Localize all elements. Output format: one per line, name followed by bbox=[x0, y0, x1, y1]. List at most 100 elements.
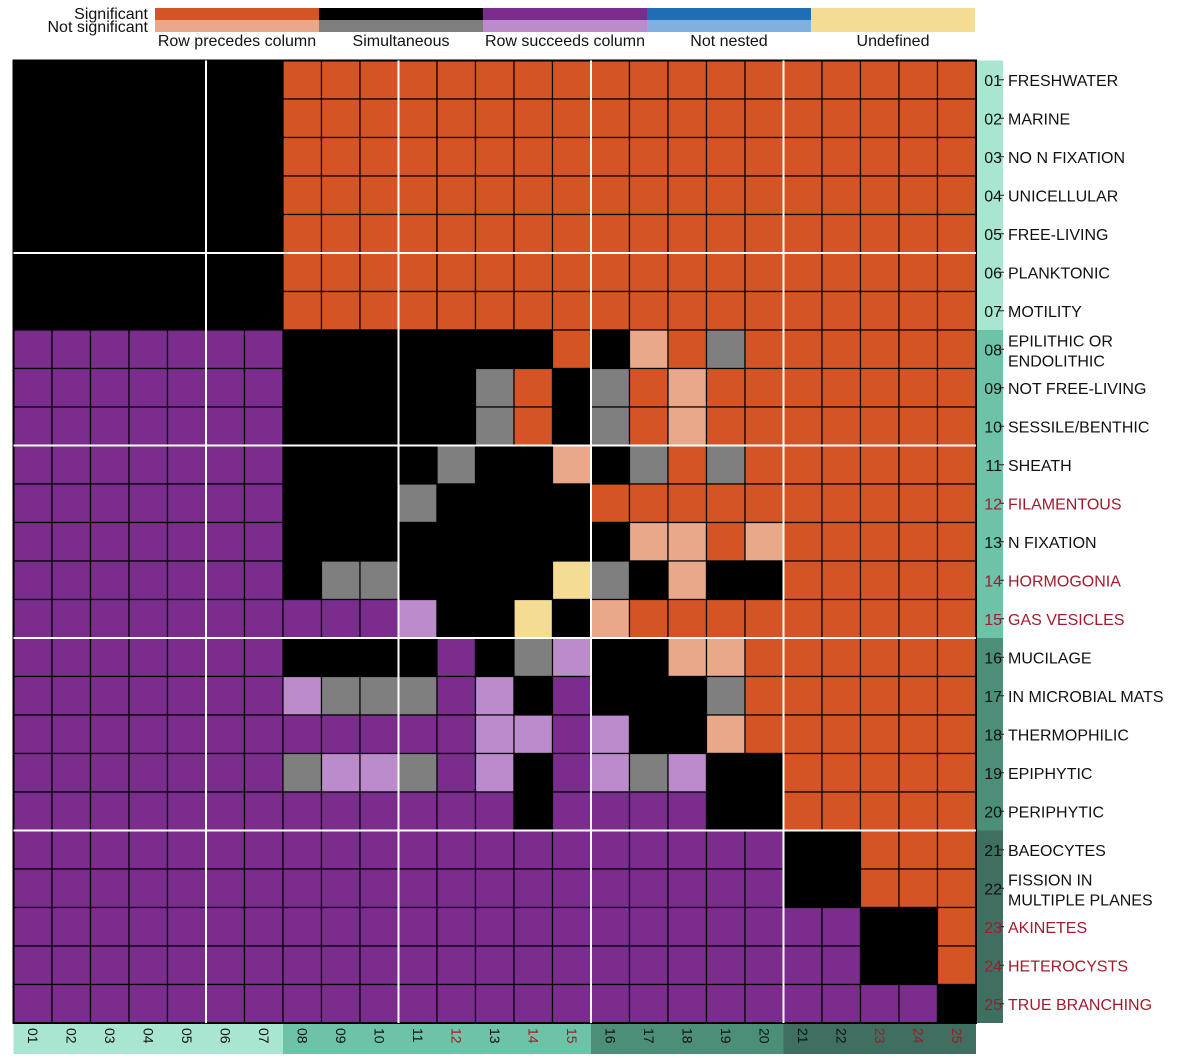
cell-r16-c13-simultaneous-significant bbox=[474, 637, 515, 678]
cell-r24-c25-row-precedes-column-significant bbox=[936, 945, 977, 986]
row-label-in-microbial-mats: IN MICROBIAL MATS bbox=[1008, 689, 1164, 706]
cell-r16-c07-row-succeeds-column-significant bbox=[243, 637, 284, 678]
cell-r23-c08-row-succeeds-column-significant bbox=[282, 906, 323, 947]
column-number-01: 01 bbox=[25, 1028, 41, 1044]
cell-r16-c14-simultaneous-not-significant bbox=[513, 637, 554, 678]
cell-r13-c13-simultaneous-significant bbox=[474, 521, 515, 562]
cell-r13-c23-row-precedes-column-significant bbox=[859, 521, 900, 562]
cell-r01-c02-simultaneous-significant bbox=[51, 59, 92, 100]
cell-r13-c24-row-precedes-column-significant bbox=[898, 521, 939, 562]
cell-r20-c23-row-precedes-column-significant bbox=[859, 791, 900, 832]
cell-r10-c05-row-succeeds-column-significant bbox=[166, 406, 207, 447]
cell-r18-c11-row-succeeds-column-significant bbox=[397, 714, 438, 755]
cell-r02-c12-row-precedes-column-significant bbox=[436, 98, 477, 139]
cell-r17-c22-row-precedes-column-significant bbox=[821, 675, 862, 716]
column-number-15: 15 bbox=[564, 1028, 580, 1044]
cell-r16-c25-row-precedes-column-significant bbox=[936, 637, 977, 678]
cell-r13-c21-row-precedes-column-significant bbox=[782, 521, 823, 562]
cell-r01-c09-row-precedes-column-significant bbox=[320, 59, 361, 100]
cell-r14-c18-row-precedes-column-not-significant bbox=[667, 560, 708, 601]
cell-r05-c04-simultaneous-significant bbox=[128, 213, 169, 254]
cell-r20-c01-row-succeeds-column-significant bbox=[12, 791, 53, 832]
heatmap-frame bbox=[12, 59, 977, 1024]
cell-r18-c21-row-precedes-column-significant bbox=[782, 714, 823, 755]
row-label-unicellular: UNICELLULAR bbox=[1008, 188, 1118, 205]
cell-r03-c25-row-precedes-column-significant bbox=[936, 136, 977, 177]
cell-r19-c14-simultaneous-significant bbox=[513, 752, 554, 793]
cell-r21-c13-row-succeeds-column-significant bbox=[474, 829, 515, 870]
row-number-05: 05 bbox=[984, 227, 1002, 244]
cell-r05-c05-simultaneous-significant bbox=[166, 213, 207, 254]
cell-r08-c12-simultaneous-significant bbox=[436, 329, 477, 370]
cell-r22-c25-row-precedes-column-significant bbox=[936, 868, 977, 909]
row-label-not-free-living: NOT FREE-LIVING bbox=[1008, 381, 1146, 398]
cell-r19-c19-simultaneous-significant bbox=[705, 752, 746, 793]
row-label-periphytic: PERIPHYTIC bbox=[1008, 804, 1104, 821]
cell-r13-c07-row-succeeds-column-significant bbox=[243, 521, 284, 562]
legend-swatch-significant-row-succeeds-column bbox=[483, 8, 647, 20]
cell-r07-c12-row-precedes-column-significant bbox=[436, 290, 477, 331]
cell-r02-c11-row-precedes-column-significant bbox=[397, 98, 438, 139]
row-label-freshwater: FRESHWATER bbox=[1008, 73, 1118, 90]
cell-r23-c22-row-succeeds-column-significant bbox=[821, 906, 862, 947]
cell-r08-c09-simultaneous-significant bbox=[320, 329, 361, 370]
cell-r12-c09-simultaneous-significant bbox=[320, 483, 361, 524]
cell-r16-c02-row-succeeds-column-significant bbox=[51, 637, 92, 678]
legend-swatch-not-significant-row-succeeds-column bbox=[483, 20, 647, 32]
cell-r05-c11-row-precedes-column-significant bbox=[397, 213, 438, 254]
cell-r05-c24-row-precedes-column-significant bbox=[898, 213, 939, 254]
cell-r21-c04-row-succeeds-column-significant bbox=[128, 829, 169, 870]
cell-r24-c12-row-succeeds-column-significant bbox=[436, 945, 477, 986]
cell-r11-c07-row-succeeds-column-significant bbox=[243, 444, 284, 485]
cell-r23-c07-row-succeeds-column-significant bbox=[243, 906, 284, 947]
cell-r08-c23-row-precedes-column-significant bbox=[859, 329, 900, 370]
cell-r20-c02-row-succeeds-column-significant bbox=[51, 791, 92, 832]
cell-r19-c07-row-succeeds-column-significant bbox=[243, 752, 284, 793]
cell-r17-c05-row-succeeds-column-significant bbox=[166, 675, 207, 716]
cell-r21-c17-row-succeeds-column-significant bbox=[628, 829, 669, 870]
cell-r05-c16-row-precedes-column-significant bbox=[590, 213, 631, 254]
cell-r13-c22-row-precedes-column-significant bbox=[821, 521, 862, 562]
cell-r23-c12-row-succeeds-column-significant bbox=[436, 906, 477, 947]
cell-r12-c23-row-precedes-column-significant bbox=[859, 483, 900, 524]
cell-r23-c15-row-succeeds-column-significant bbox=[551, 906, 592, 947]
cell-r23-c18-row-succeeds-column-significant bbox=[667, 906, 708, 947]
cell-r11-c01-row-succeeds-column-significant bbox=[12, 444, 53, 485]
cell-r15-c18-row-precedes-column-significant bbox=[667, 598, 708, 639]
cell-r19-c18-row-succeeds-column-not-significant bbox=[667, 752, 708, 793]
cell-r20-c18-row-succeeds-column-significant bbox=[667, 791, 708, 832]
legend-swatch-not-significant-not-nested bbox=[647, 20, 811, 32]
cell-r14-c06-row-succeeds-column-significant bbox=[205, 560, 246, 601]
cell-r10-c19-row-precedes-column-significant bbox=[705, 406, 746, 447]
cell-r02-c18-row-precedes-column-significant bbox=[667, 98, 708, 139]
cell-r05-c03-simultaneous-significant bbox=[89, 213, 130, 254]
cell-r02-c22-row-precedes-column-significant bbox=[821, 98, 862, 139]
cell-r15-c14-undefined bbox=[513, 598, 554, 639]
cell-r23-c11-row-succeeds-column-significant bbox=[397, 906, 438, 947]
cell-r10-c08-simultaneous-significant bbox=[282, 406, 323, 447]
cell-r20-c13-row-succeeds-column-significant bbox=[474, 791, 515, 832]
cell-r04-c11-row-precedes-column-significant bbox=[397, 175, 438, 216]
cell-r07-c24-row-precedes-column-significant bbox=[898, 290, 939, 331]
cell-r19-c04-row-succeeds-column-significant bbox=[128, 752, 169, 793]
cell-r11-c05-row-succeeds-column-significant bbox=[166, 444, 207, 485]
column-number-19: 19 bbox=[718, 1028, 734, 1044]
cell-r19-c11-simultaneous-not-significant bbox=[397, 752, 438, 793]
cell-r14-c22-row-precedes-column-significant bbox=[821, 560, 862, 601]
cell-r03-c23-row-precedes-column-significant bbox=[859, 136, 900, 177]
cell-r11-c11-simultaneous-significant bbox=[397, 444, 438, 485]
cell-r12-c08-simultaneous-significant bbox=[282, 483, 323, 524]
cell-r11-c24-row-precedes-column-significant bbox=[898, 444, 939, 485]
cell-r18-c22-row-precedes-column-significant bbox=[821, 714, 862, 755]
column-group-band-2 bbox=[283, 1024, 591, 1054]
cell-r13-c12-simultaneous-significant bbox=[436, 521, 477, 562]
cell-r23-c09-row-succeeds-column-significant bbox=[320, 906, 361, 947]
cell-r08-c07-row-succeeds-column-significant bbox=[243, 329, 284, 370]
cell-r25-c18-row-succeeds-column-significant bbox=[667, 983, 708, 1024]
cell-r01-c22-row-precedes-column-significant bbox=[821, 59, 862, 100]
cell-r01-c10-row-precedes-column-significant bbox=[359, 59, 400, 100]
cell-r04-c14-row-precedes-column-significant bbox=[513, 175, 554, 216]
row-label-free-living: FREE-LIVING bbox=[1008, 227, 1108, 244]
cell-r07-c25-row-precedes-column-significant bbox=[936, 290, 977, 331]
cell-r09-c01-row-succeeds-column-significant bbox=[12, 367, 53, 408]
